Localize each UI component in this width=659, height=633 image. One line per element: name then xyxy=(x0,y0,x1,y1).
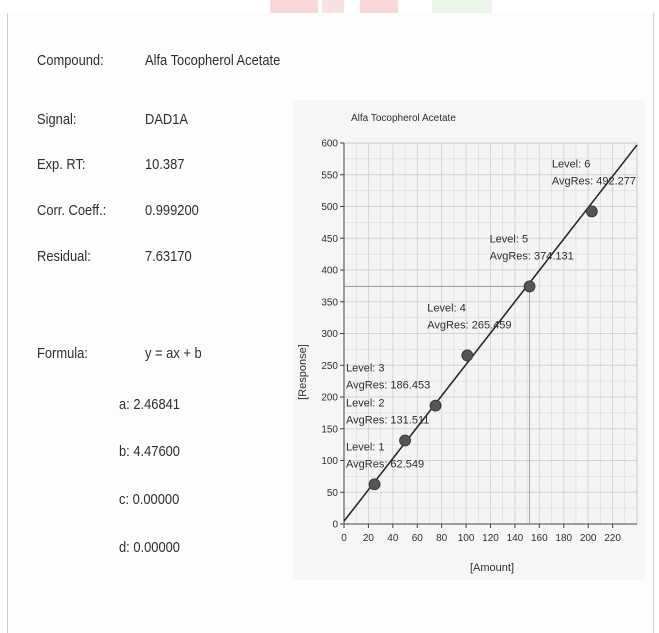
y-tick-label: 50 xyxy=(327,488,339,499)
corr-coeff-label: Corr. Coeff.: xyxy=(37,202,107,219)
watermark-shape xyxy=(322,0,344,14)
calibration-chart-svg: Alfa Tocopherol Acetate [Response] [Amou… xyxy=(293,100,645,580)
point-avgres-label: AvgRes: 62.549 xyxy=(346,458,424,470)
compound-label: Compound: xyxy=(37,52,104,69)
y-tick-label: 200 xyxy=(321,393,338,404)
point-level-label: Level: 1 xyxy=(346,441,385,453)
residual-value: 7.63170 xyxy=(145,248,192,265)
coefficient-b: b: 4.47600 xyxy=(119,443,180,460)
coefficient-d: d: 0.00000 xyxy=(119,539,180,556)
y-axis-label: [Response] xyxy=(297,344,309,400)
formula-label: Formula: xyxy=(37,345,88,362)
point-avgres-label: AvgRes: 265.459 xyxy=(427,319,511,331)
point-level-label: Level: 6 xyxy=(552,158,591,170)
y-tick-label: 250 xyxy=(321,361,338,372)
y-tick-label: 100 xyxy=(321,456,338,467)
compound-value: Alfa Tocopherol Acetate xyxy=(145,52,281,69)
point-level-label: Level: 5 xyxy=(490,233,529,245)
y-tick-label: 550 xyxy=(321,170,338,181)
signal-label: Signal: xyxy=(37,111,77,128)
y-tick-label: 500 xyxy=(321,202,338,213)
plot-area: 0 20 40 60 80 100 120 140 160 180 200 220 0 50 100 150 2… xyxy=(321,139,638,544)
coefficient-c: c: 0.00000 xyxy=(119,491,180,508)
point-level-label: Level: 2 xyxy=(346,397,385,409)
coefficient-a: a: 2.46841 xyxy=(119,396,180,413)
calibration-point xyxy=(461,349,474,362)
y-tick-label: 0 xyxy=(332,520,338,531)
x-tick-label: 40 xyxy=(387,533,399,544)
exp-rt-label: Exp. RT: xyxy=(37,156,86,173)
x-tick-label: 120 xyxy=(482,533,499,544)
watermark-shape xyxy=(270,0,318,14)
calibration-point xyxy=(523,280,536,293)
calibration-point xyxy=(399,434,411,447)
x-tick-label: 200 xyxy=(580,533,597,544)
calibration-point xyxy=(585,205,598,218)
watermark-band xyxy=(0,0,659,14)
x-tick-label: 20 xyxy=(363,533,375,544)
point-level-label: Level: 4 xyxy=(427,302,466,314)
chart-title: Alfa Tocopherol Acetate xyxy=(351,113,456,124)
x-tick-label: 220 xyxy=(604,533,621,544)
corr-coeff-value: 0.999200 xyxy=(145,202,199,219)
y-tick-label: 400 xyxy=(321,266,338,277)
formula-expression: y = ax + b xyxy=(145,345,202,362)
y-tick-label: 300 xyxy=(321,329,338,340)
calibration-chart: Alfa Tocopherol Acetate [Response] [Amou… xyxy=(293,100,645,580)
x-tick-label: 60 xyxy=(412,533,424,544)
x-tick-label: 0 xyxy=(341,533,347,544)
watermark-shape xyxy=(432,0,492,14)
calibration-point xyxy=(429,399,442,412)
y-tick-label: 450 xyxy=(321,234,338,245)
signal-value: DAD1A xyxy=(145,111,189,128)
calibration-point xyxy=(368,478,381,491)
y-tick-label: 350 xyxy=(321,297,338,308)
x-axis-label: [Amount] xyxy=(470,562,514,574)
point-avgres-label: AvgRes: 492.277 xyxy=(552,175,636,187)
y-tick-label: 600 xyxy=(321,139,338,150)
y-tick-label: 150 xyxy=(321,424,338,435)
residual-label: Residual: xyxy=(37,248,91,265)
point-avgres-label: AvgRes: 131.511 xyxy=(346,414,429,426)
point-avgres-label: AvgRes: 186.453 xyxy=(346,380,430,392)
x-tick-label: 160 xyxy=(531,533,548,544)
watermark-shape xyxy=(360,0,398,14)
x-tick-label: 140 xyxy=(507,533,524,544)
x-tick-label: 180 xyxy=(555,533,572,544)
exp-rt-value: 10.387 xyxy=(145,156,185,173)
x-tick-label: 80 xyxy=(436,533,448,544)
x-tick-label: 100 xyxy=(458,533,475,544)
point-avgres-label: AvgRes: 374.131 xyxy=(490,250,574,262)
point-level-label: Level: 3 xyxy=(346,363,385,375)
